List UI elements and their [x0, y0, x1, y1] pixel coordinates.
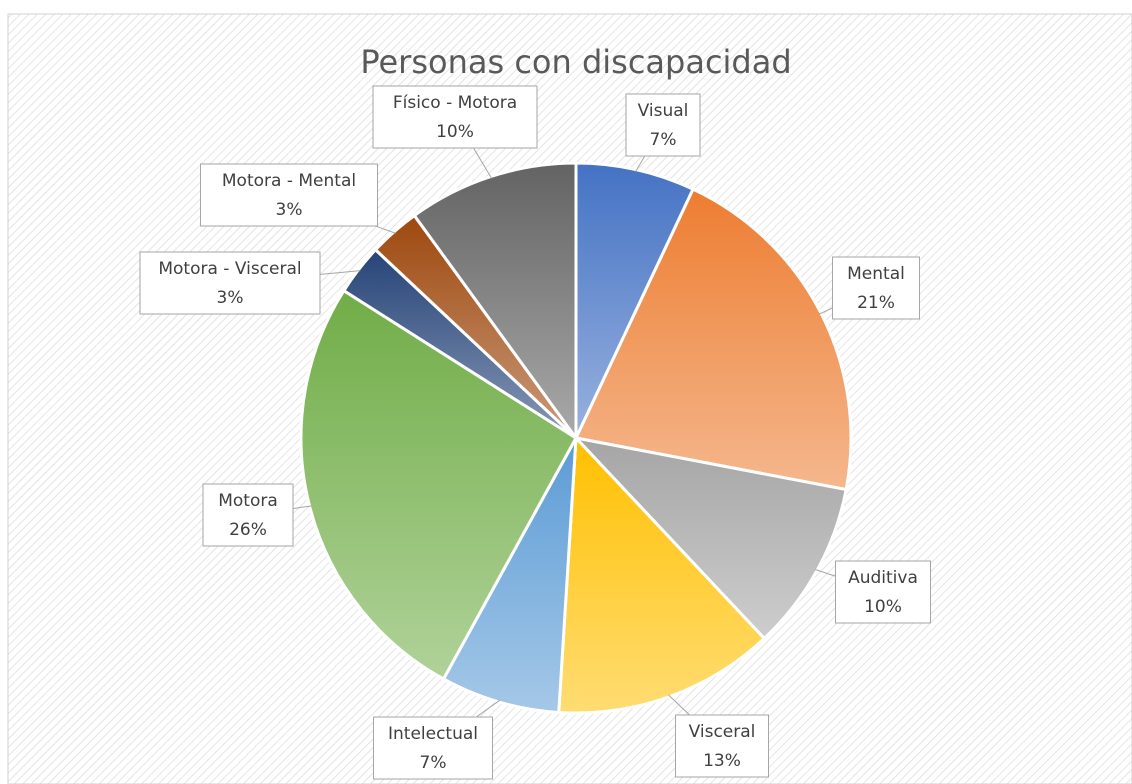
category-label: Intelectual: [388, 724, 478, 744]
pie-slice: [441, 437, 578, 715]
label-box: [200, 163, 378, 227]
category-label: Motora - Mental: [222, 171, 356, 191]
value-label: 7%: [650, 130, 677, 150]
pie: [299, 161, 853, 715]
label-box: [625, 93, 701, 157]
category-label: Motora - Visceral: [158, 259, 301, 279]
label-box: [832, 256, 920, 320]
label-box: [202, 483, 294, 547]
labels: Visual 7% Mental 21% Auditiva 10% Visceral 13% I…: [139, 85, 931, 780]
value-label: 7%: [420, 753, 447, 773]
value-label: 10%: [864, 597, 902, 617]
category-label: Mental: [847, 264, 905, 284]
category-label: Auditiva: [848, 568, 918, 588]
value-label: 21%: [857, 293, 895, 313]
chart-title: Personas con discapacidad: [360, 43, 791, 81]
value-label: 3%: [217, 288, 244, 308]
label-box: [373, 716, 493, 780]
category-label: Físico - Motora: [393, 93, 517, 113]
pie-slice: [574, 161, 696, 439]
label-box: [372, 85, 538, 149]
value-label: 26%: [229, 520, 267, 540]
value-label: 13%: [703, 751, 741, 771]
label-box: [675, 714, 769, 778]
category-label: Motora: [218, 491, 278, 511]
pie-slice: [557, 434, 767, 715]
category-label: Visceral: [689, 722, 756, 742]
value-label: 10%: [436, 122, 474, 142]
label-box: [835, 560, 931, 624]
value-label: 3%: [276, 200, 303, 220]
label-box: [139, 251, 321, 315]
category-label: Visual: [638, 101, 689, 121]
